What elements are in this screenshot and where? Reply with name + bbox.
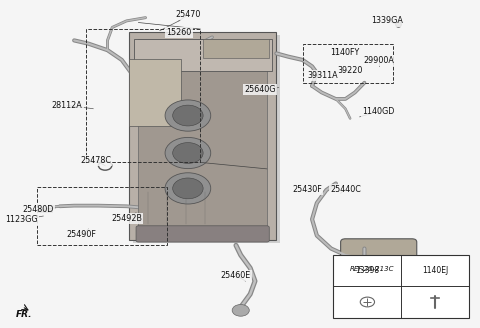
- Bar: [138, 39, 267, 234]
- Circle shape: [165, 100, 211, 131]
- Text: 1140FY: 1140FY: [330, 48, 359, 57]
- Circle shape: [173, 105, 203, 126]
- Circle shape: [232, 304, 249, 316]
- Text: 25480D: 25480D: [23, 205, 54, 214]
- Text: 25492B: 25492B: [111, 214, 142, 223]
- Bar: [86, 29, 200, 162]
- Bar: [203, 39, 269, 58]
- Text: 1140GD: 1140GD: [362, 107, 395, 116]
- Text: 28112A: 28112A: [52, 101, 83, 110]
- Bar: [334, 255, 469, 318]
- Text: 25440C: 25440C: [330, 185, 361, 194]
- Text: 25470: 25470: [176, 10, 201, 19]
- Text: 29900A: 29900A: [363, 56, 394, 65]
- Circle shape: [165, 137, 211, 169]
- Bar: [132, 35, 280, 243]
- Bar: [129, 32, 276, 240]
- FancyBboxPatch shape: [341, 239, 417, 278]
- Circle shape: [173, 143, 203, 163]
- Text: 1140EJ: 1140EJ: [422, 266, 448, 275]
- Text: 25478C: 25478C: [80, 156, 111, 165]
- Text: 15260: 15260: [166, 28, 192, 37]
- Text: 1123GG: 1123GG: [6, 215, 38, 224]
- Bar: [37, 187, 167, 245]
- Text: 39311A: 39311A: [307, 71, 338, 80]
- Bar: [129, 59, 180, 126]
- Bar: [133, 39, 272, 71]
- Text: REF.20-213C: REF.20-213C: [350, 266, 395, 272]
- Bar: [302, 44, 393, 83]
- Text: 25430F: 25430F: [292, 185, 322, 194]
- Text: 25640G: 25640G: [244, 85, 276, 94]
- Text: 1339GA: 1339GA: [372, 16, 403, 25]
- Text: 25490F: 25490F: [66, 230, 96, 239]
- Text: 13398: 13398: [355, 266, 380, 275]
- Circle shape: [173, 178, 203, 199]
- FancyBboxPatch shape: [136, 226, 269, 242]
- Text: 25460E: 25460E: [221, 271, 251, 280]
- Circle shape: [165, 173, 211, 204]
- Text: 39220: 39220: [337, 66, 363, 75]
- Text: FR.: FR.: [16, 310, 33, 319]
